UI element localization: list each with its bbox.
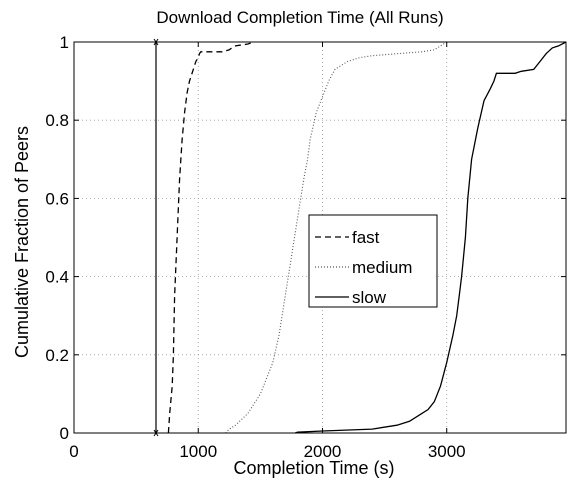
- y-tick-label: 0.4: [45, 268, 69, 287]
- series-lines: [167, 41, 567, 434]
- x-tick-label: 2000: [304, 442, 342, 461]
- legend-label-slow: slow: [352, 288, 387, 307]
- vertical-marker: [153, 38, 159, 437]
- legend-label-medium: medium: [352, 258, 412, 277]
- y-tick-label: 0.2: [45, 346, 69, 365]
- x-axis-label: Completion Time (s): [233, 458, 394, 478]
- chart-title: Download Completion Time (All Runs): [156, 8, 443, 27]
- y-tick-label: 0.6: [45, 189, 69, 208]
- series-line-medium: [225, 41, 447, 434]
- series-line-fast: [167, 41, 255, 434]
- y-tick-label: 1: [60, 33, 69, 52]
- x-tick-label: 3000: [428, 442, 466, 461]
- y-ticks: 0 0.2 0.4 0.6 0.8 1: [45, 33, 566, 443]
- x-tick-label: 0: [69, 442, 78, 461]
- legend-label-fast: fast: [352, 228, 380, 247]
- legend: fast medium slow: [308, 214, 438, 308]
- series-line-slow: [294, 41, 567, 434]
- y-tick-label: 0: [60, 424, 69, 443]
- y-axis-label: Cumulative Fraction of Peers: [12, 126, 32, 358]
- legend-box: [308, 214, 438, 308]
- x-tick-label: 1000: [179, 442, 217, 461]
- x-ticks: 0 1000 2000 3000: [69, 42, 466, 461]
- plot-frame: [73, 41, 567, 434]
- y-tick-label: 0.8: [45, 111, 69, 130]
